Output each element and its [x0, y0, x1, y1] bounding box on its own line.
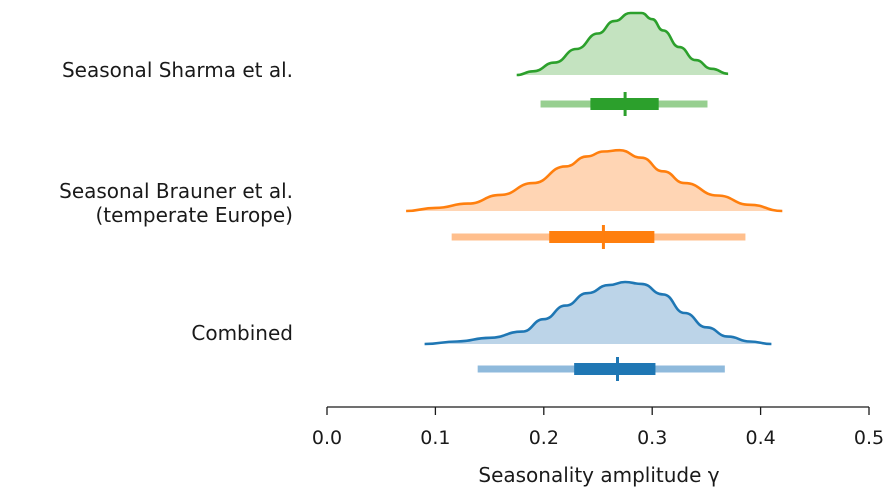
- x-tick-label: 0.3: [637, 427, 667, 449]
- x-axis: 0.0 0.1 0.2 0.3 0.4 0.5: [312, 406, 884, 449]
- series-1: Seasonal Brauner et al. (temperate Europe…: [59, 148, 783, 249]
- density-area: [424, 282, 772, 344]
- series-2: Combined: [191, 280, 772, 381]
- series-label: Seasonal Brauner et al. (temperate Europe…: [59, 179, 293, 227]
- series-label: Combined: [191, 321, 293, 345]
- x-tick-label: 0.4: [745, 427, 775, 449]
- series-0: Seasonal Sharma et al.: [62, 11, 729, 116]
- density-curve: [424, 280, 772, 346]
- density-curve: [406, 148, 783, 213]
- density-area: [406, 150, 783, 211]
- density-curve: [516, 11, 729, 77]
- x-tick-label: 0.5: [854, 427, 884, 449]
- x-tick-label: 0.1: [420, 427, 450, 449]
- x-tick-label: 0.2: [529, 427, 559, 449]
- density-area: [516, 13, 729, 75]
- series-label: Seasonal Sharma et al.: [62, 58, 293, 82]
- x-tick-label: 0.0: [312, 427, 342, 449]
- series-layer: Seasonal Sharma et al. Seasonal Brauner e…: [59, 11, 783, 381]
- x-axis-title: Seasonality amplitude γ: [478, 463, 719, 487]
